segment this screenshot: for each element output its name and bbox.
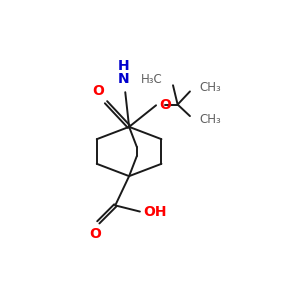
Text: O: O	[159, 98, 171, 112]
Text: H₃C: H₃C	[140, 73, 162, 85]
Text: CH₃: CH₃	[199, 113, 221, 126]
Text: O: O	[92, 84, 104, 98]
Text: CH₃: CH₃	[199, 81, 221, 94]
Text: OH: OH	[143, 205, 166, 219]
Text: O: O	[89, 227, 101, 241]
Text: H
N: H N	[118, 59, 130, 86]
